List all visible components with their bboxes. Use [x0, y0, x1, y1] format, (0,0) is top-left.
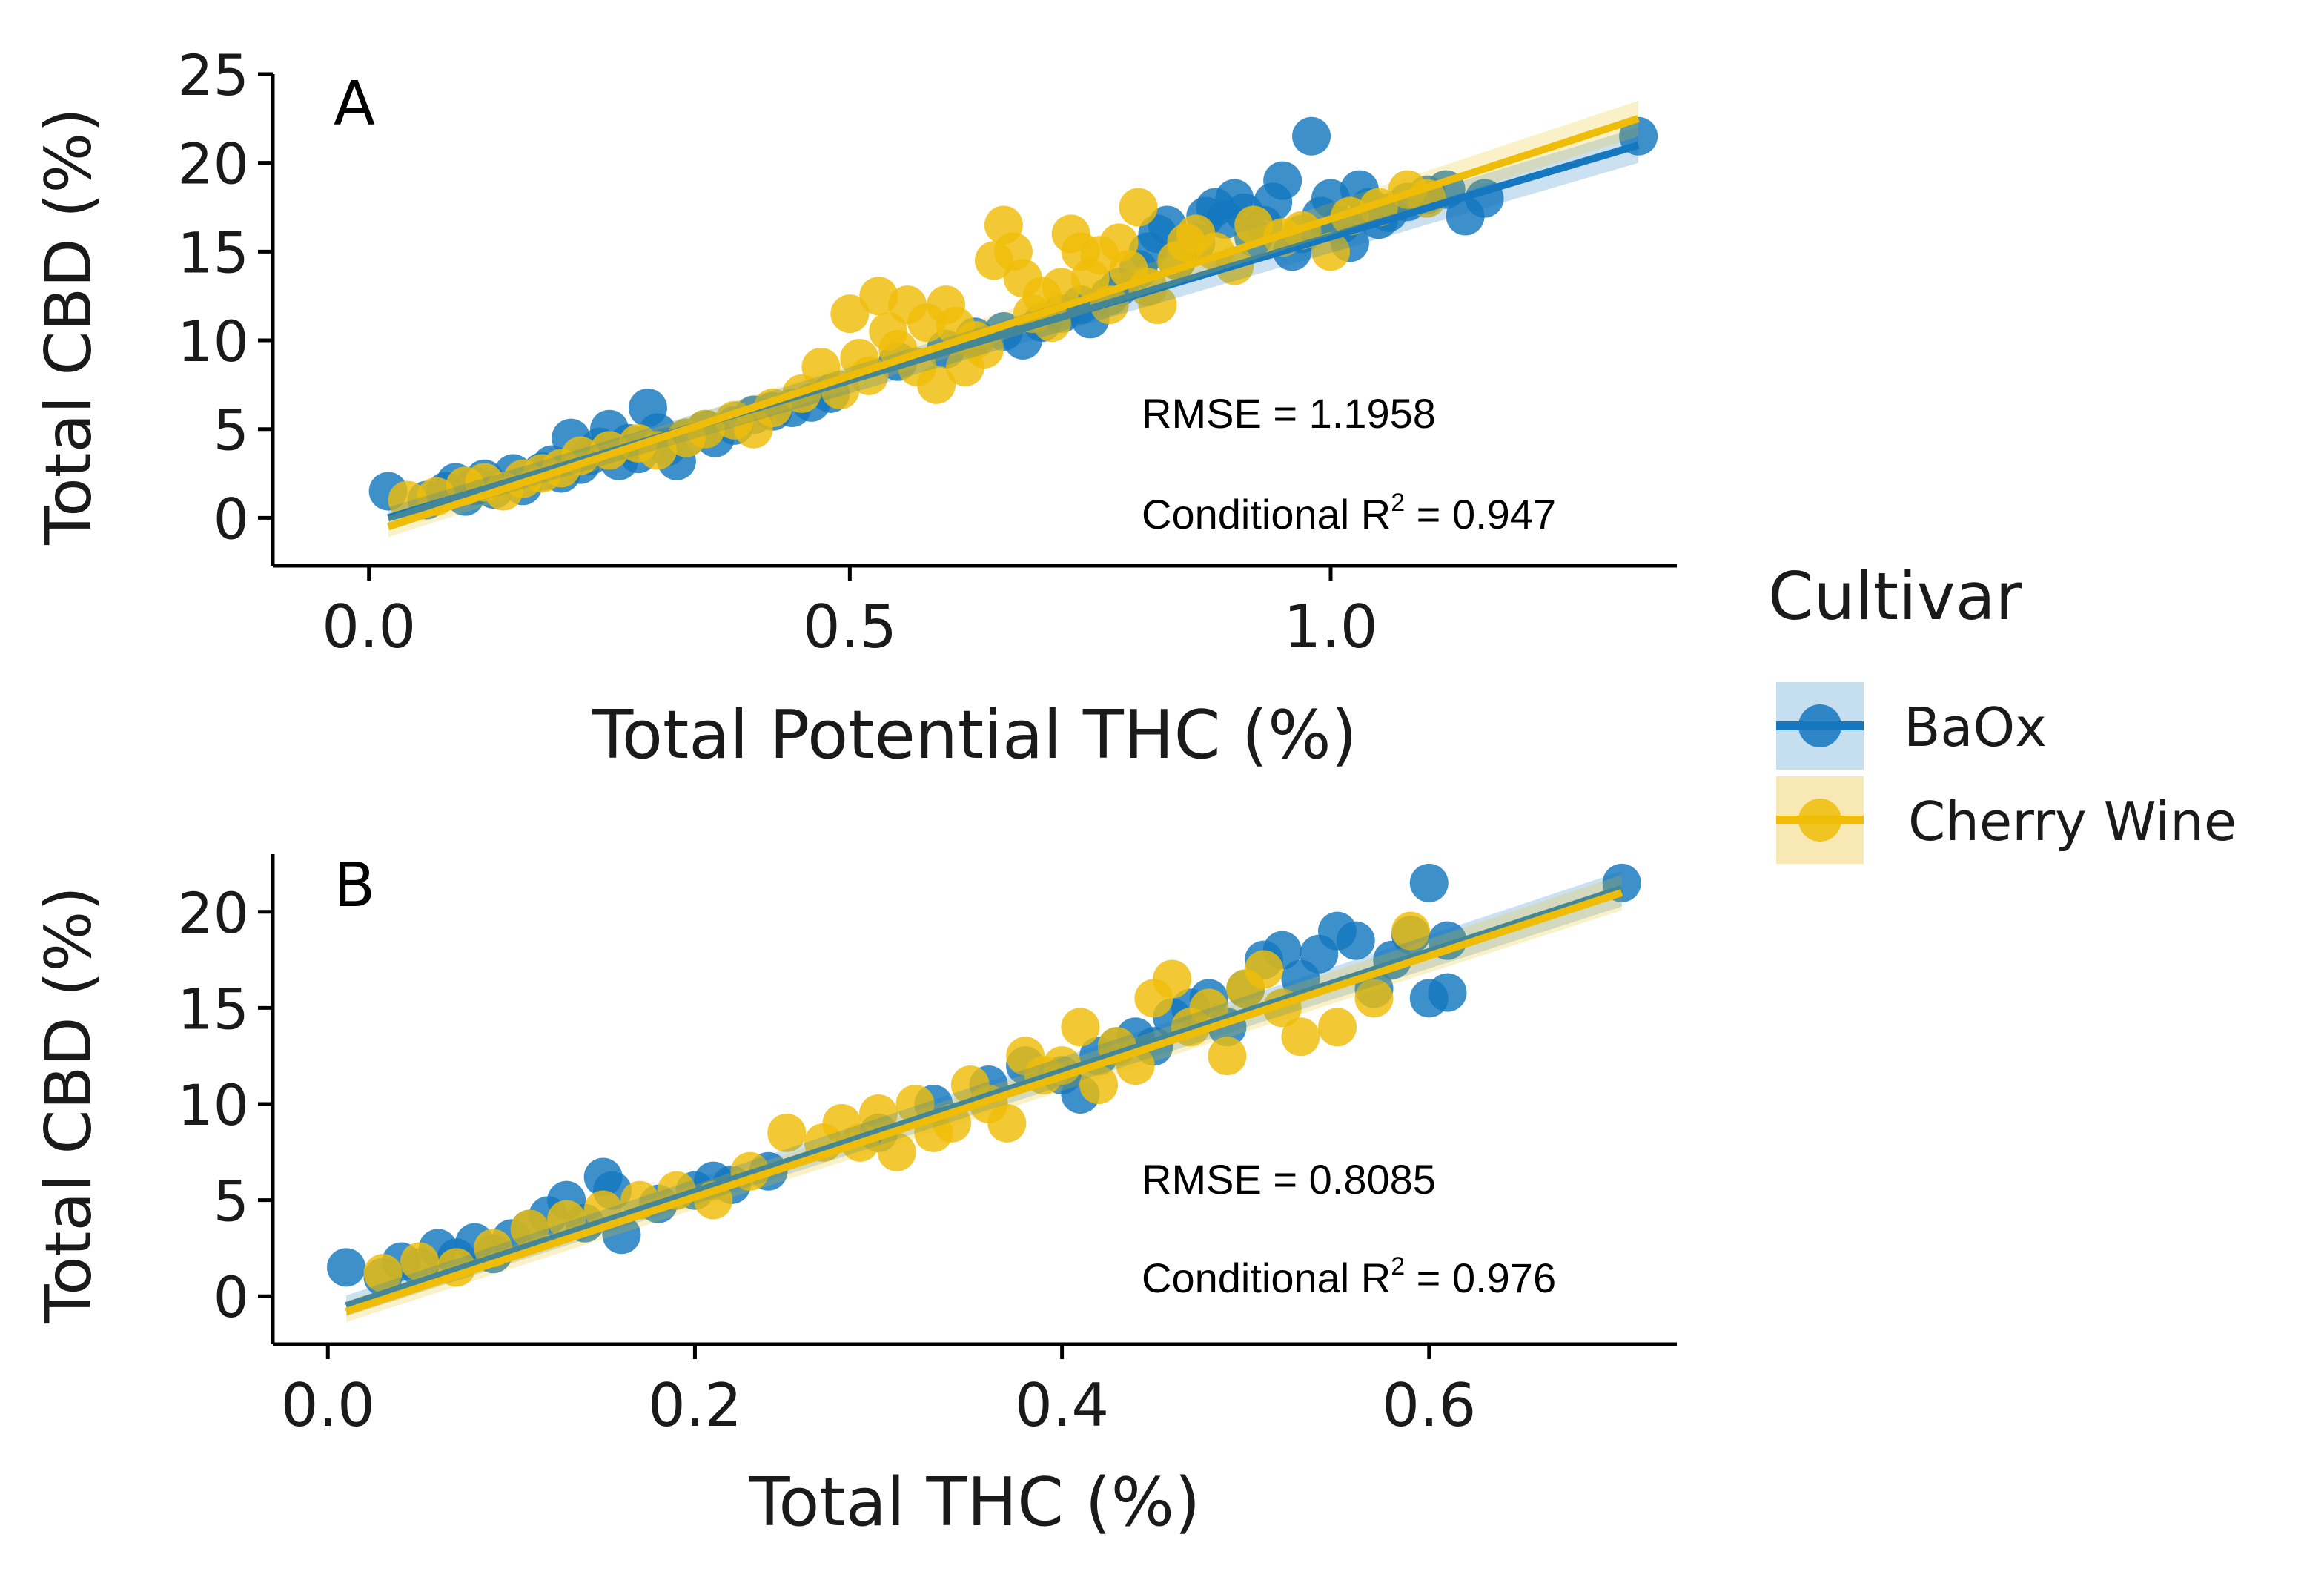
- panel-a-point-cherry-wine: [830, 294, 870, 334]
- panel-a-point-baox: [1292, 116, 1331, 156]
- panel-b-point-cherry-wine: [1281, 1017, 1320, 1057]
- panel-a-point-baox: [1263, 161, 1302, 200]
- panel-b-y-tick-label: 15: [177, 976, 249, 1042]
- panel-b-point-cherry-wine: [400, 1242, 440, 1281]
- panel-b-rmse: RMSE = 0.8085: [1142, 1156, 1436, 1203]
- panel-b-y-tick-label: 20: [177, 880, 249, 946]
- panel-a-y-tick-label: 15: [177, 219, 249, 285]
- legend-key-cherry-wine-point: [1798, 799, 1841, 842]
- panel-b-point-cherry-wine: [363, 1254, 403, 1293]
- panel-b-point-cherry-wine: [1354, 979, 1394, 1018]
- panel-a: 0 5 10 15 20 25 0.0 0.5 1.0 A Total CBD (%) Tot…: [32, 42, 1677, 774]
- panel-b-point-cherry-wine: [1391, 911, 1431, 951]
- panel-a-rmse: RMSE = 1.1958: [1142, 390, 1436, 437]
- panel-a-y-tick-label: 0: [213, 486, 249, 552]
- panel-b-x-ticks: 0.0 0.2 0.4 0.6: [281, 1344, 1476, 1440]
- legend-label-baox: BaOx: [1904, 696, 2047, 759]
- legend-label-cherry-wine: Cherry Wine: [1908, 790, 2237, 853]
- panel-a-x-ticks: 0.0 0.5 1.0: [322, 566, 1378, 661]
- panel-b-point-cherry-wine: [1208, 1037, 1247, 1076]
- panel-b-x-tick-label: 0.6: [1382, 1371, 1476, 1440]
- panel-b-point-baox: [327, 1248, 366, 1287]
- panel-a-point-cherry-wine: [1234, 205, 1274, 245]
- panel-b-fit-lines: [345, 870, 1623, 1322]
- panel-b-point-baox: [1409, 863, 1449, 902]
- panel-b-y-ticks: 0 5 10 15 20: [177, 880, 273, 1330]
- panel-a-fit-line-cherry-wine: [387, 115, 1640, 531]
- legend: Cultivar BaOx Cherry Wine: [1768, 558, 2237, 864]
- panel-b-point-baox: [1428, 973, 1467, 1012]
- panel-b-fit-line-baox: [345, 885, 1623, 1309]
- legend-item-baox: BaOx: [1776, 682, 2047, 770]
- panel-a-x-tick-label: 0.5: [803, 592, 897, 661]
- panel-b-point-cherry-wine: [877, 1132, 916, 1171]
- panel-b: 0 5 10 15 20 0.0 0.2 0.4 0.6 B Total CBD (%) To…: [32, 850, 1677, 1541]
- panel-a-r2: Conditional R2 = 0.947: [1142, 489, 1556, 538]
- panel-b-point-cherry-wine: [859, 1094, 898, 1133]
- panel-a-fit-lines: [387, 100, 1640, 538]
- panel-a-point-cherry-wine: [917, 365, 956, 404]
- panel-b-point-cherry-wine: [1061, 1008, 1100, 1047]
- legend-title: Cultivar: [1768, 558, 2023, 635]
- panel-a-x-tick-label: 1.0: [1283, 592, 1377, 661]
- panel-b-y-axis-title: Total CBD (%): [32, 886, 106, 1324]
- panel-b-x-tick-label: 0.2: [648, 1371, 742, 1440]
- panel-b-r2: Conditional R2 = 0.976: [1142, 1252, 1556, 1301]
- panel-a-point-cherry-wine: [1119, 188, 1158, 227]
- panel-a-y-ticks: 0 5 10 15 20 25: [177, 42, 273, 552]
- panel-b-x-axis-title: Total THC (%): [749, 1464, 1201, 1541]
- panel-b-point-cherry-wine: [510, 1209, 549, 1249]
- panel-b-x-tick-label: 0.0: [281, 1371, 375, 1440]
- panel-b-point-cherry-wine: [1153, 959, 1192, 999]
- legend-item-cherry-wine: Cherry Wine: [1776, 776, 2237, 864]
- panel-a-y-tick-label: 20: [177, 131, 249, 197]
- panel-a-x-axis-title: Total Potential THC (%): [592, 696, 1357, 774]
- panel-a-point-cherry-wine: [1138, 285, 1177, 325]
- panel-b-point-cherry-wine: [1244, 950, 1283, 989]
- panel-a-x-tick-label: 0.0: [322, 592, 416, 661]
- panel-b-y-tick-label: 10: [177, 1072, 249, 1138]
- panel-b-point-cherry-wine: [1317, 1008, 1357, 1047]
- panel-b-point-cherry-wine: [1079, 1065, 1119, 1105]
- panel-b-x-tick-label: 0.4: [1015, 1371, 1109, 1440]
- panel-a-y-tick-label: 10: [177, 308, 249, 374]
- panel-a-y-tick-label: 25: [177, 42, 249, 108]
- panel-b-fit-line-cherry-wine: [345, 889, 1623, 1315]
- panel-a-label: A: [334, 69, 375, 139]
- panel-b-y-tick-label: 5: [213, 1169, 249, 1235]
- panel-b-point-cherry-wine: [767, 1113, 807, 1152]
- panel-b-y-tick-label: 0: [213, 1264, 249, 1330]
- panel-b-point-baox: [1336, 921, 1375, 960]
- panel-b-point-cherry-wine: [987, 1103, 1027, 1143]
- legend-key-baox-point: [1798, 704, 1841, 747]
- panel-a-y-tick-label: 5: [213, 397, 249, 463]
- panel-a-y-axis-title: Total CBD (%): [32, 108, 106, 546]
- panel-b-label: B: [334, 850, 375, 921]
